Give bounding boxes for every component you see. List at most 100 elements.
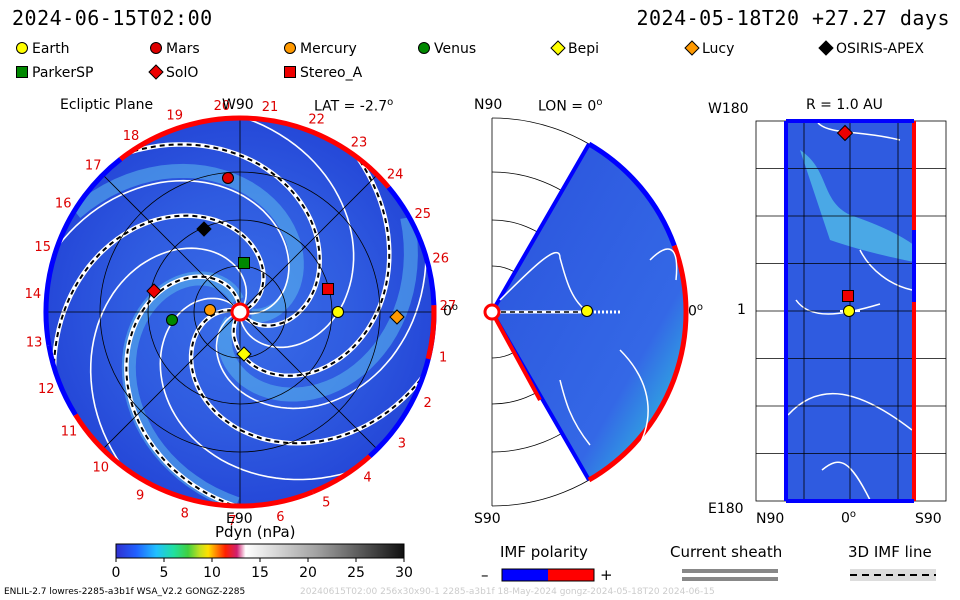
- imf-polarity-title: IMF polarity: [500, 543, 588, 561]
- current-sheath-symbol: [682, 569, 778, 581]
- ecliptic-bottom-label: E90: [226, 511, 253, 527]
- radial-bottom-left: E180: [708, 501, 744, 517]
- ecliptic-lat-label: LAT = -2.7o: [314, 97, 394, 115]
- legend-item-parkersp: ParkerSP: [14, 64, 93, 81]
- day-number: 18: [123, 129, 140, 144]
- day-number: 11: [61, 424, 78, 439]
- current-sheath-title: Current sheath: [670, 543, 783, 561]
- model-start-time: 2024-05-18T20 +27.27 days: [636, 6, 950, 30]
- meridional-right-label: 0o: [688, 302, 704, 320]
- parkersp-marker: [238, 257, 250, 269]
- meridional-panel: [483, 117, 689, 507]
- venus-marker-icon: [418, 42, 430, 54]
- day-number: 10: [93, 461, 110, 476]
- colorbar-tick: 0: [112, 565, 121, 581]
- day-number: 2: [423, 396, 431, 411]
- earth-marker: [332, 306, 344, 318]
- day-number: 17: [85, 159, 102, 174]
- legend-item-lucy: Lucy: [684, 40, 734, 57]
- day-number: 22: [308, 113, 325, 128]
- bepi-marker-icon: [550, 40, 566, 56]
- solo-marker: [836, 124, 854, 142]
- legend-label: ParkerSP: [32, 65, 94, 81]
- solo-marker: [146, 283, 162, 299]
- mars-marker: [222, 172, 234, 184]
- run-time: 2024-06-15T02:00: [12, 6, 213, 30]
- legend-label: SolO: [166, 65, 199, 81]
- radial-mid-left: 1: [737, 302, 746, 318]
- legend-item-solo: SolO: [148, 64, 198, 81]
- mars-marker-icon: [150, 42, 162, 54]
- radial-x-mid: 0o: [841, 509, 857, 527]
- day-number: 24: [387, 167, 404, 182]
- radial-top-left: W180: [708, 101, 749, 117]
- parkersp-marker-icon: [16, 66, 28, 78]
- legend-label: Mercury: [300, 41, 357, 57]
- ecliptic-right-label: 0o: [443, 302, 459, 320]
- bepi-marker: [236, 346, 252, 362]
- day-number: 26: [432, 252, 449, 267]
- imf3d-line-symbol: [850, 569, 936, 581]
- stereo-a-marker: [322, 283, 334, 295]
- ecliptic-top-label: W90: [222, 97, 254, 113]
- day-number: 7: [228, 514, 236, 529]
- osiris-apex-marker: [196, 221, 212, 237]
- imf3d-title: 3D IMF line: [848, 543, 932, 561]
- day-number: 4: [363, 470, 371, 485]
- ecliptic-title: Ecliptic Plane: [60, 97, 154, 113]
- meridional-lon-label: LON = 0o: [538, 97, 603, 115]
- imf-polarity-bar: [501, 568, 595, 582]
- legend-label: Bepi: [568, 41, 599, 57]
- earth-marker-icon: [16, 42, 28, 54]
- legend-label: Stereo_A: [300, 65, 363, 81]
- day-number: 9: [136, 488, 144, 503]
- radial-x-right: S90: [915, 511, 942, 527]
- legend-item-osiris-apex: OSIRIS-APEX: [818, 40, 924, 57]
- colorbar-title: Pdyn (nPa): [215, 523, 296, 541]
- solo-marker-icon: [148, 64, 164, 80]
- legend-item-venus: Venus: [416, 40, 476, 57]
- colorbar-tick: 10: [203, 565, 221, 581]
- radial-r-label: R = 1.0 AU: [806, 97, 883, 113]
- colorbar: 0 5 10 15 20 25 30: [112, 543, 413, 581]
- stereo-a-marker-icon: [284, 66, 296, 78]
- earth-marker: [581, 305, 593, 317]
- colorbar-tick: 15: [251, 565, 269, 581]
- legend-label: OSIRIS-APEX: [836, 41, 924, 57]
- stereo-a-marker: [842, 290, 854, 302]
- legend-label: Venus: [434, 41, 477, 57]
- footer-run-info: 20240615T02:00 256x30x90-1 2285-a3b1f 18…: [300, 587, 715, 597]
- venus-marker: [166, 314, 178, 326]
- day-number: 25: [415, 207, 432, 222]
- mercury-marker: [204, 304, 216, 316]
- day-number: 12: [38, 382, 55, 397]
- legend-item-mercury: Mercury: [282, 40, 357, 57]
- colorbar-tick: 5: [160, 565, 169, 581]
- legend-item-earth: Earth: [14, 40, 70, 57]
- day-number: 6: [276, 510, 284, 525]
- day-number: 8: [181, 507, 189, 522]
- day-number: 5: [322, 495, 330, 510]
- day-number: 21: [262, 100, 279, 115]
- day-number: 13: [26, 335, 43, 350]
- day-number: 3: [398, 437, 406, 452]
- lucy-marker: [389, 309, 405, 325]
- legend-label: Lucy: [702, 41, 735, 57]
- lucy-marker-icon: [684, 40, 700, 56]
- legend-label: Earth: [32, 41, 70, 57]
- radial-panel: [755, 119, 947, 503]
- legend-label: Mars: [166, 41, 200, 57]
- colorbar-tick: 30: [395, 565, 413, 581]
- imf-plus-sign: +: [600, 566, 613, 584]
- colorbar-tick: 20: [299, 565, 317, 581]
- day-number: 27: [440, 299, 457, 314]
- day-number: 19: [166, 109, 183, 124]
- colorbar-tick: 25: [347, 565, 365, 581]
- mercury-marker-icon: [284, 42, 296, 54]
- day-number: 20: [214, 99, 231, 114]
- legend-item-bepi: Bepi: [550, 40, 599, 57]
- meridional-bottom-label: S90: [474, 511, 501, 527]
- day-number: 15: [34, 240, 51, 255]
